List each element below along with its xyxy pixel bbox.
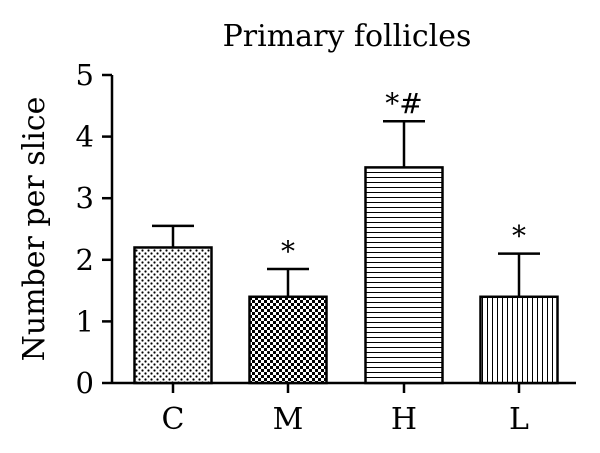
bar-H bbox=[364, 166, 444, 385]
x-tick-label-M: M bbox=[273, 402, 304, 437]
y-tick-label: 1 bbox=[76, 304, 94, 338]
y-tick-label: 5 bbox=[76, 58, 94, 92]
y-tick-label: 3 bbox=[76, 181, 94, 215]
y-axis-label: Number per slice bbox=[17, 97, 52, 362]
y-tick-label: 0 bbox=[76, 366, 94, 400]
y-tick-label: 2 bbox=[76, 243, 94, 277]
significance-label-L: * bbox=[512, 220, 526, 253]
x-tick-label-C: C bbox=[162, 402, 185, 437]
bar-C bbox=[133, 246, 213, 385]
error-bars bbox=[152, 119, 540, 297]
y-tick-label: 4 bbox=[76, 120, 94, 154]
bar-L bbox=[479, 295, 559, 385]
bars bbox=[133, 166, 559, 385]
x-tick-label-L: L bbox=[509, 402, 529, 437]
chart-title: Primary follicles bbox=[223, 19, 472, 54]
labels: C M * H *# L * bbox=[162, 87, 530, 437]
significance-label-H: *# bbox=[385, 87, 422, 120]
bar-M bbox=[248, 295, 328, 385]
significance-label-M: * bbox=[281, 235, 295, 268]
x-tick-label-H: H bbox=[391, 402, 417, 437]
